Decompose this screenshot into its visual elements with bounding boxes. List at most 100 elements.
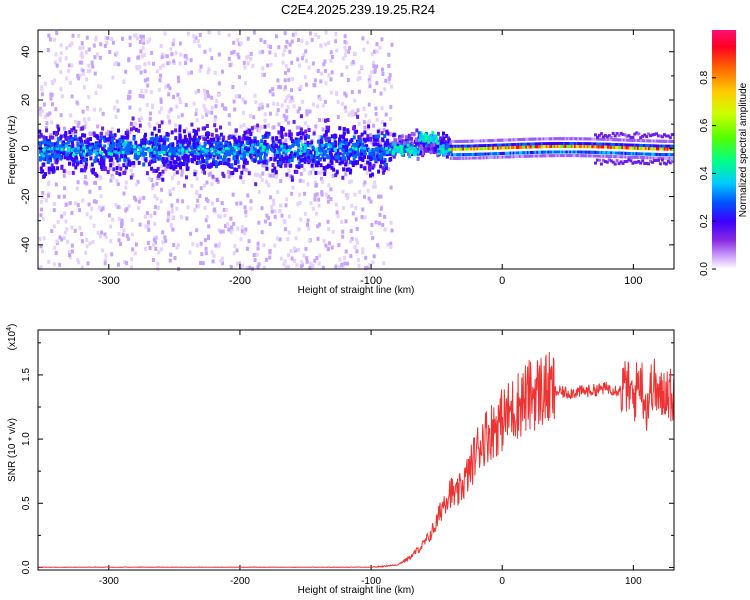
spectrogram-cell [377,134,381,139]
spectrogram-cell [275,34,278,39]
spectrogram-cell [344,93,348,98]
spectrogram-cell [54,52,58,57]
spectrogram-cell [400,149,404,153]
spectrogram-cell [585,145,589,149]
spectrogram-cell [581,142,585,146]
spectrogram-cell [203,170,207,175]
spectrogram-cell [256,142,260,147]
spectrogram-cell [351,163,355,167]
spectrogram-cell [160,120,164,125]
spectrogram-cell [147,227,151,232]
colorbar-ticks: 0.00.20.40.60.8 [699,70,716,276]
spectrogram-cell [325,165,329,170]
spectrogram-cell [468,147,472,151]
spectrogram-cell [381,166,385,171]
spectrogram-cell [594,150,598,154]
spectrogram-cell [67,170,71,175]
spectrogram-cell [80,51,84,56]
spectrogram-cell [151,159,154,164]
spectrogram-cell [501,138,505,142]
spectrogram-cell [195,108,199,113]
spectrogram-cell [203,148,207,152]
spectrogram-cell [205,214,209,219]
spectrogram-cell [567,150,571,154]
spectrogram-cell [275,112,279,117]
spectrogram-cell [519,138,522,141]
spectrogram-cell [282,218,286,223]
spectrogram-cell [246,129,250,134]
spectrogram-cell [297,161,301,166]
spectrogram-cell [174,160,178,165]
spectrogram-cell [219,229,223,234]
spectrogram-cell [567,144,571,148]
spectrogram-cell [109,130,113,135]
spectrogram-cell [275,136,279,141]
spectrogram-cell [128,105,132,110]
spectrogram-cell [277,145,281,150]
spectrogram-cell [226,143,230,147]
spectrogram-cell [544,150,548,154]
spectrogram-cell [263,155,267,160]
spectrogram-cell [536,142,540,146]
spectrogram-cell [361,207,365,212]
spectrogram-cell [387,63,391,68]
spectrogram-cell [315,155,318,160]
colorbar-tick-label: 0.0 [699,262,710,276]
spectrogram-cell [116,142,120,147]
spectrogram-cell [605,151,609,155]
spectrogram-cell [365,170,369,175]
spectrogram-cell [221,261,224,266]
spectrogram-cell [220,103,224,108]
spectrogram-cell [39,199,43,204]
spectrogram-cell [85,147,89,152]
spectrogram-cell [492,146,496,150]
spectrogram-cell [284,156,288,161]
spectrogram-cell [82,85,86,90]
spectrogram-cell [165,157,169,162]
spectrogram-cell [341,175,345,180]
snr-plot-area [38,330,674,570]
spectrogram-cell [268,173,272,178]
spectrogram-cell [376,142,380,147]
spectrogram-cell [167,109,171,114]
spectrogram-cell [275,151,279,154]
spectrogram-cell [299,152,303,155]
spectrogram-cell [340,143,344,147]
spectrogram-cell [648,152,651,156]
spectrogram-cell [671,140,675,143]
spectrogram-cell [308,144,312,148]
spectrogram-cell [239,237,243,242]
spectrogram-cell [66,149,70,153]
spectrogram-cell [409,151,413,155]
spectrogram-cell [566,137,570,141]
spectrogram-cell [323,172,327,176]
spectrogram-cell [164,166,168,171]
spectrogram-cell [342,135,346,140]
spectrogram-cell [332,153,336,158]
spectrogram-cell [126,236,130,241]
spectrogram-cell [145,171,149,176]
spectrogram-cell [252,30,256,35]
spectrogram-cell [210,147,214,151]
spectrogram-cell [272,202,276,206]
spectrogram-cell [605,135,609,139]
spectrogram-cell [626,151,629,155]
spectrogram-cell [133,195,136,200]
spectrogram-cell [482,156,486,160]
spectrogram-cell [258,50,262,55]
spectrogram-cell [601,158,605,162]
spectrogram-cell [305,153,309,157]
spectrogram-cell [87,202,91,207]
spectrogram-cell [242,160,246,165]
spectrogram-cell [144,138,148,143]
spectrogram-cell [250,126,254,131]
spectrogram-cell [248,265,252,270]
spectrogram-cell [116,108,120,113]
spectrogram-cell [151,145,155,150]
spectrogram-cell [215,198,219,202]
spectrogram-cell [320,176,323,181]
spectrogram-cell [71,130,75,135]
spectrogram-cell [243,65,247,70]
spectrogram-cell [115,139,119,144]
spectrogram-cell [118,157,122,162]
